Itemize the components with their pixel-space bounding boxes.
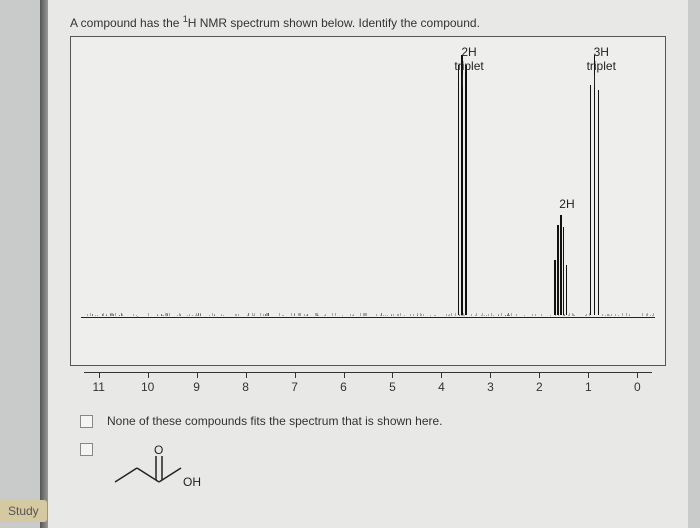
study-tab[interactable]: Study	[0, 500, 47, 522]
tick	[344, 372, 345, 378]
study-label: Study	[8, 504, 39, 518]
tick-label: 1	[585, 380, 592, 394]
nmr-spectrum-chart: 2Htriplet 3Htriplet 2H	[70, 36, 666, 366]
baseline	[81, 317, 655, 318]
peak	[563, 227, 564, 315]
checkbox[interactable]	[80, 415, 93, 428]
tick	[490, 372, 491, 378]
question-mid: H NMR spectrum shown below. Identify the…	[188, 16, 480, 30]
tick-label: 0	[634, 380, 641, 394]
question-prefix: A compound has the	[70, 16, 183, 30]
x-axis: 11109876543210	[70, 372, 666, 400]
peak	[458, 65, 459, 315]
axis-line	[84, 372, 652, 373]
chemical-structure: O OH	[107, 442, 217, 492]
tick-label: 9	[193, 380, 200, 394]
tick-label: 5	[389, 380, 396, 394]
tick-label: 8	[242, 380, 249, 394]
label-O: O	[154, 443, 163, 457]
peak	[560, 215, 561, 315]
answer-options: None of these compounds fits the spectru…	[70, 414, 666, 492]
option-text: None of these compounds fits the spectru…	[107, 414, 443, 428]
page-binding-edge	[40, 0, 48, 528]
plot-area: 2Htriplet 3Htriplet 2H	[71, 37, 665, 365]
peak-label: 3Htriplet	[576, 45, 626, 74]
tick-label: 10	[141, 380, 154, 394]
tick	[197, 372, 198, 378]
tick	[539, 372, 540, 378]
tick-label: 4	[438, 380, 445, 394]
tick	[392, 372, 393, 378]
peak	[554, 260, 555, 315]
peak	[566, 265, 567, 315]
peak	[594, 55, 595, 315]
checkbox[interactable]	[80, 443, 93, 456]
question-page: A compound has the 1 H NMR spectrum shown…	[48, 0, 688, 528]
tick-label: 7	[291, 380, 298, 394]
option-row[interactable]: O OH	[70, 442, 666, 492]
tick	[588, 372, 589, 378]
tick	[148, 372, 149, 378]
tick	[99, 372, 100, 378]
question-text: A compound has the 1H NMR spectrum shown…	[70, 14, 666, 30]
label-OH: OH	[183, 475, 201, 489]
peak-label: 2Htriplet	[444, 45, 494, 74]
option-row[interactable]: None of these compounds fits the spectru…	[70, 414, 666, 428]
peak	[598, 90, 599, 315]
tick-label: 6	[340, 380, 347, 394]
tick-label: 11	[92, 380, 104, 394]
peak	[557, 225, 558, 315]
tick	[441, 372, 442, 378]
tick	[295, 372, 296, 378]
peak-label: 2H	[542, 197, 592, 211]
tick	[246, 372, 247, 378]
peak	[465, 65, 466, 315]
tick-label: 3	[487, 380, 494, 394]
tick-label: 2	[536, 380, 543, 394]
structure-svg: O OH	[107, 442, 217, 492]
peak	[461, 55, 462, 315]
tick	[637, 372, 638, 378]
